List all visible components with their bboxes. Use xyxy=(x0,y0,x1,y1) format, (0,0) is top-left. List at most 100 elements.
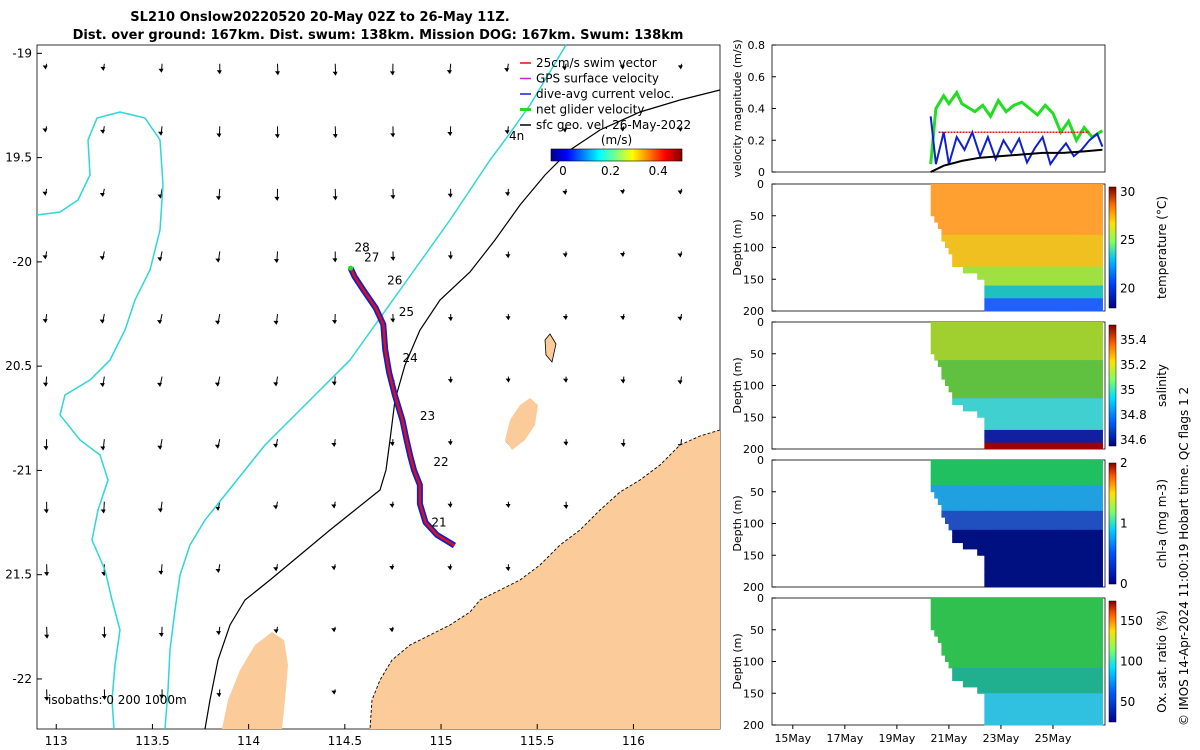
salinity-cell xyxy=(1063,360,1068,367)
chla-cell xyxy=(998,498,1003,505)
temperature-cell xyxy=(1023,190,1028,198)
temperature-cell xyxy=(991,215,996,223)
temperature-cell xyxy=(1063,228,1068,236)
oxygen-cell xyxy=(1063,661,1068,669)
oxygen-cell xyxy=(1052,705,1057,713)
oxygen-cell xyxy=(966,604,971,612)
oxygen-cell xyxy=(998,636,1003,643)
chla-cell xyxy=(1088,580,1093,588)
map-y-tick-label: 19.5 xyxy=(5,151,32,165)
chla-cell xyxy=(1034,472,1039,480)
salinity-cell xyxy=(984,372,989,380)
oxygen-cell xyxy=(1073,686,1078,694)
chla-cell xyxy=(1052,479,1057,486)
chla-cell xyxy=(1098,460,1103,467)
chla-cell xyxy=(1009,485,1014,493)
temperature-cell xyxy=(977,247,982,255)
chla-cell xyxy=(1041,567,1046,575)
salinity-cell xyxy=(966,347,971,355)
salinity-cell xyxy=(1041,366,1046,374)
chla-cell xyxy=(970,523,975,531)
oxygen-cell xyxy=(962,642,968,650)
oxygen-cell xyxy=(1034,712,1039,720)
oxygen-cell xyxy=(1012,686,1018,694)
oxygen-cell xyxy=(1005,686,1010,694)
oxygen-cell xyxy=(1038,680,1043,688)
chla-y-tick: 100 xyxy=(743,518,764,531)
legend-label: GPS surface velocity xyxy=(536,72,659,86)
salinity-cell xyxy=(1045,360,1050,367)
oxygen-cell xyxy=(1038,598,1043,605)
chla-cell xyxy=(1073,548,1078,556)
chla-cell xyxy=(1038,567,1043,575)
salinity-cell xyxy=(930,341,935,348)
temperature-cell xyxy=(977,222,982,229)
temperature-cell xyxy=(959,247,964,255)
oxygen-cell xyxy=(1041,648,1046,656)
temperature-cell xyxy=(1066,234,1071,242)
chla-cell xyxy=(1052,485,1057,493)
chla-cell xyxy=(1034,491,1039,499)
salinity-cell xyxy=(1052,372,1057,380)
temperature-cell xyxy=(995,298,1000,306)
sfc-arrow-head xyxy=(447,566,453,571)
temperature-cell xyxy=(1027,247,1032,255)
oxygen-cell xyxy=(1063,705,1068,713)
chla-cell xyxy=(1073,542,1078,550)
chla-cell xyxy=(1070,542,1075,550)
chla-cell xyxy=(1055,555,1061,563)
salinity-cell xyxy=(1080,366,1086,374)
temperature-cell xyxy=(1009,203,1014,210)
map-y-tick-label: -19 xyxy=(12,46,32,60)
salinity-cell xyxy=(1023,410,1028,418)
oxygen-cell xyxy=(1020,667,1025,675)
oxygen-cell xyxy=(1063,598,1068,605)
oxygen-cell xyxy=(1070,648,1075,656)
oxygen-cell xyxy=(948,648,953,656)
salinity-cell xyxy=(1009,423,1014,431)
oxygen-cell xyxy=(1063,610,1068,618)
sfc-arrow-head xyxy=(563,378,569,383)
oxygen-cell xyxy=(987,705,993,713)
oxygen-cell xyxy=(1077,661,1082,669)
salinity-cell xyxy=(1002,334,1007,342)
salinity-cell xyxy=(995,322,1000,329)
chla-cell xyxy=(1005,574,1010,582)
temperature-cell xyxy=(973,222,978,229)
oxygen-cell xyxy=(1059,648,1064,656)
salinity-cell xyxy=(1091,398,1096,406)
salinity-cell xyxy=(1095,360,1100,367)
oxygen-cell xyxy=(1045,604,1050,612)
oxygen-cell xyxy=(1041,623,1046,631)
chla-cell xyxy=(1084,542,1089,550)
temperature-cell xyxy=(1030,253,1035,261)
sfc-arrow-head xyxy=(43,446,49,451)
temperature-cell xyxy=(1098,222,1103,229)
salinity-cell xyxy=(962,372,968,380)
salinity-cell xyxy=(1020,328,1025,336)
oxygen-cell xyxy=(1055,686,1061,694)
temperature-cell xyxy=(973,234,978,242)
oxygen-cell xyxy=(1034,655,1039,662)
oxygen-cell xyxy=(1052,610,1057,618)
chla-cell xyxy=(1038,460,1043,467)
chla-cell xyxy=(955,536,960,544)
legend-label: dive-avg current veloc. xyxy=(536,87,674,101)
chla-cell xyxy=(945,485,950,493)
oxygen-cell xyxy=(1012,623,1018,631)
oxygen-cell xyxy=(1080,661,1086,669)
salinity-cell xyxy=(1077,347,1082,355)
oxygen-cell xyxy=(1073,693,1078,701)
chla-cell xyxy=(1091,498,1096,505)
chla-cell xyxy=(952,510,957,518)
sfc-arrow-head xyxy=(273,629,279,634)
temperature-cell xyxy=(977,184,982,191)
temperature-cell xyxy=(1055,304,1061,312)
salinity-cell xyxy=(1030,442,1035,450)
chla-cell xyxy=(980,472,985,480)
salinity-cell xyxy=(1073,328,1078,336)
temperature-cell xyxy=(1073,241,1078,248)
salinity-cell xyxy=(1012,436,1018,444)
chla-cell xyxy=(1002,510,1007,518)
